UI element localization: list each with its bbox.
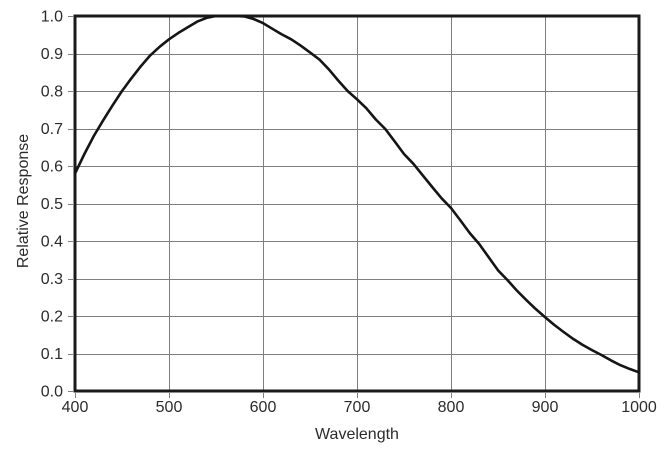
- plot-border: [73, 14, 641, 393]
- y-axis-tick-label: 0.1: [41, 346, 63, 363]
- x-axis-title: Wavelength: [315, 426, 399, 443]
- x-axis-tick-label: 800: [438, 399, 465, 416]
- y-axis-title: Relative Response: [15, 133, 32, 269]
- x-axis-tick-label: 400: [62, 399, 89, 416]
- y-axis-tick-label: 0.6: [41, 159, 63, 176]
- y-axis-tick-label: 0.5: [41, 196, 63, 213]
- y-axis-tick-label: 0.7: [41, 121, 63, 138]
- x-axis-tick-label: 1000: [621, 399, 657, 416]
- y-axis-tick-label: 0.9: [41, 46, 63, 63]
- y-axis-tick-label: 0.2: [41, 309, 63, 326]
- x-axis-tick-label: 600: [250, 399, 277, 416]
- x-axis-tick-label: 700: [344, 399, 371, 416]
- y-axis-tick-label: 0.3: [41, 271, 63, 288]
- x-axis-tick-label: 500: [156, 399, 183, 416]
- y-axis-tick-label: 1.0: [41, 9, 63, 26]
- response-curve: [73, 14, 641, 374]
- y-axis-tick-label: 0.0: [41, 384, 63, 401]
- y-axis-tick-label: 0.8: [41, 84, 63, 101]
- x-axis-tick-label: 900: [532, 399, 559, 416]
- y-axis-tick-label: 0.4: [41, 234, 63, 251]
